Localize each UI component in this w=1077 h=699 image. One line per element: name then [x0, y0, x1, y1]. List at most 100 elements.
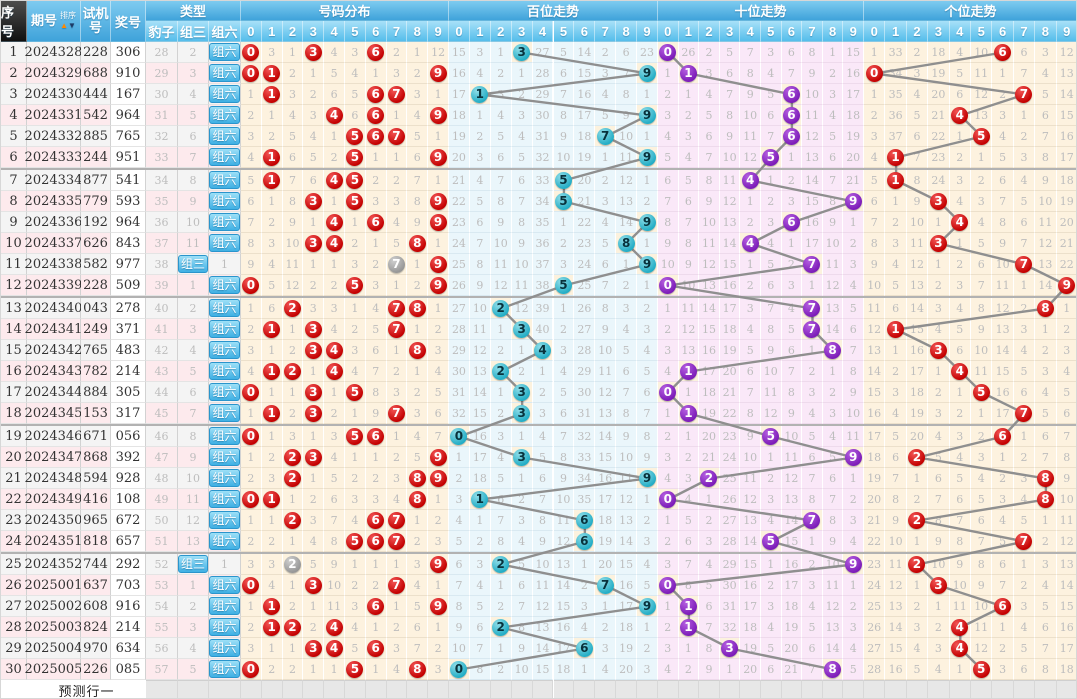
drawn-number-circle: 1: [887, 320, 905, 338]
miss-cell: 9: [928, 531, 950, 552]
miss-cell: 1: [678, 426, 700, 447]
miss-cell: 12: [781, 468, 803, 489]
miss-cell: 3: [971, 447, 993, 468]
drawn-number-circle: 8: [617, 234, 635, 252]
miss-cell: 13: [719, 212, 741, 233]
drawn-cell: 4: [324, 617, 345, 638]
drawn-number-circle: 1: [471, 85, 489, 103]
type-cell: 35: [146, 191, 178, 212]
miss-cell: 18: [595, 510, 617, 531]
type-cell: 组六: [209, 510, 241, 531]
drawn-cell: 4: [949, 361, 971, 382]
type-cell: 组六: [209, 298, 241, 319]
miss-cell: 3: [595, 191, 617, 212]
footer-cell: [1035, 680, 1057, 698]
miss-cell: 19: [574, 147, 596, 168]
sort-control[interactable]: 排序 ▲▼: [60, 12, 76, 30]
type-cell: 11: [178, 489, 209, 510]
miss-cell: 2: [490, 340, 512, 361]
miss-cell: 6: [928, 468, 950, 489]
miss-cell: 28: [574, 340, 596, 361]
miss-cell: 9: [822, 212, 844, 233]
miss-cell: 7: [822, 170, 844, 191]
miss-cell: 2: [241, 531, 262, 552]
miss-cell: 4: [1013, 489, 1036, 510]
header-units-group: 个位走势: [864, 1, 1076, 21]
miss-cell: 6: [992, 170, 1014, 191]
miss-cell: 2: [992, 638, 1014, 659]
miss-cell: 7: [802, 659, 823, 680]
miss-cell: 4: [365, 298, 387, 319]
miss-cell: 2: [885, 212, 907, 233]
type-cell: 10: [178, 212, 209, 233]
test-cell: 884: [81, 382, 111, 403]
miss-cell: 10: [740, 105, 761, 126]
miss-cell: 3: [469, 147, 491, 168]
miss-cell: 3: [303, 105, 325, 126]
drawn-number-circle: 0: [659, 43, 677, 61]
drawn-cell: 0: [658, 382, 679, 403]
miss-cell: 1: [885, 340, 907, 361]
period-cell: 2024340: [25, 298, 82, 319]
miss-cell: 6: [324, 489, 345, 510]
miss-cell: 5: [1035, 596, 1057, 617]
miss-cell: 7: [616, 63, 638, 84]
miss-cell: 17: [719, 298, 741, 319]
type-cell: 8: [178, 170, 209, 191]
header-digit-hund-1: 1: [469, 21, 491, 42]
miss-cell: 2: [802, 361, 823, 382]
miss-cell: 2: [1035, 531, 1057, 552]
miss-cell: 27: [449, 298, 470, 319]
miss-cell: 1: [864, 84, 886, 105]
miss-cell: 1: [282, 319, 304, 340]
miss-cell: 18: [740, 617, 761, 638]
miss-cell: 1: [928, 254, 950, 275]
miss-cell: 22: [719, 403, 741, 424]
prize-cell: 483: [111, 340, 146, 361]
miss-cell: 15: [532, 659, 554, 680]
miss-cell: 32: [449, 403, 470, 424]
miss-cell: 7: [761, 126, 782, 147]
seq-cell: 11: [1, 254, 27, 275]
miss-cell: 21: [574, 191, 596, 212]
period-cell: 2025005: [25, 659, 82, 680]
miss-cell: 2: [885, 361, 907, 382]
footer-cell: [490, 680, 512, 698]
header-digit-units-9: 9: [1056, 21, 1076, 42]
miss-cell: 9: [407, 212, 429, 233]
miss-cell: 12: [616, 170, 638, 191]
group-separator: [1, 424, 1076, 426]
miss-cell: 23: [719, 426, 741, 447]
miss-cell: 1: [386, 554, 408, 575]
miss-cell: 19: [595, 531, 617, 552]
miss-cell: 27: [864, 638, 886, 659]
drawn-number-circle: 6: [367, 106, 385, 124]
prize-cell: 964: [111, 212, 146, 233]
miss-cell: 3: [469, 554, 491, 575]
miss-cell: 2: [469, 531, 491, 552]
miss-cell: 3: [843, 617, 864, 638]
drawn-number-circle: 8: [408, 299, 426, 317]
miss-cell: 14: [616, 212, 638, 233]
miss-cell: 3: [386, 468, 408, 489]
drawn-number-circle: 9: [429, 106, 447, 124]
miss-cell: 7: [802, 468, 823, 489]
miss-cell: 12: [822, 596, 844, 617]
miss-cell: 2: [407, 275, 429, 296]
drawn-cell: 2: [282, 298, 304, 319]
miss-cell: 8: [469, 254, 491, 275]
miss-cell: 5: [864, 170, 886, 191]
header-tens-label: 十位走势: [734, 4, 787, 19]
miss-cell: 8: [822, 191, 844, 212]
miss-cell: 13: [1035, 254, 1057, 275]
miss-cell: 7: [864, 212, 886, 233]
miss-cell: 6: [324, 84, 345, 105]
miss-cell: 9: [906, 191, 929, 212]
seq-cell: 9: [1, 212, 27, 233]
miss-cell: 3: [761, 596, 782, 617]
sort-desc-icon[interactable]: ▼: [68, 21, 76, 30]
sort-asc-icon[interactable]: ▲: [60, 21, 68, 30]
drawn-cell: 8: [407, 489, 429, 510]
drawn-cell: 1: [678, 361, 700, 382]
type-cell: 组六: [209, 361, 241, 382]
